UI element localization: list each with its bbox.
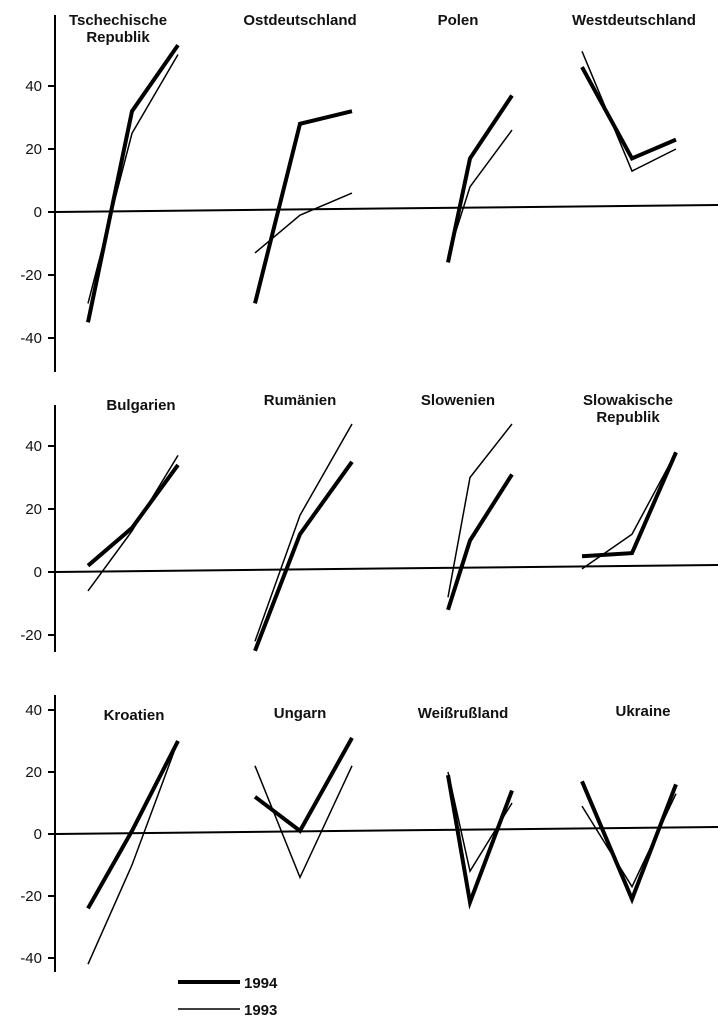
- panel-3-1: Kroatien: [86, 707, 180, 965]
- zero-line: [54, 204, 718, 213]
- series-line-1993: [447, 771, 513, 874]
- series-line-1993: [447, 423, 513, 598]
- panel-title: Kroatien: [104, 707, 165, 724]
- series-line-1993: [87, 54, 179, 304]
- panel-title: Slowakische: [583, 392, 673, 409]
- panel-1-4: Westdeutschland: [572, 12, 696, 173]
- chart-row-2: -20 0 20 40 Bulgarien Rumänien Slowenien Slowak…: [20, 392, 718, 652]
- panel-title: Ostdeutschland: [243, 12, 356, 29]
- panel-1-2: Ostdeutschland: [243, 12, 357, 304]
- series-line-1993: [254, 423, 353, 642]
- y-tick-label: 20: [25, 501, 42, 518]
- series-line-1993: [254, 192, 353, 254]
- panel-3-3: Weißrußland: [418, 705, 514, 910]
- y-tick-label: 40: [25, 78, 42, 95]
- panel-title: Polen: [438, 12, 479, 29]
- legend: 1994 1993: [178, 975, 278, 1018]
- legend-label-1994: 1994: [244, 975, 278, 992]
- series-line-1994: [580, 780, 678, 905]
- series-line-1993: [254, 765, 353, 880]
- y-tick-label: 0: [34, 204, 42, 221]
- panel-title: Bulgarien: [106, 397, 175, 414]
- y-tick-label: -40: [20, 950, 42, 967]
- series-line-1993: [87, 455, 179, 592]
- series-line-1993: [581, 793, 677, 889]
- series-line-1994: [580, 66, 677, 161]
- y-tick-label: 0: [34, 826, 42, 843]
- panel-title: Tschechische: [69, 12, 167, 29]
- panel-title: Ukraine: [615, 703, 670, 720]
- zero-line: [54, 826, 718, 835]
- series-line-1993: [581, 51, 677, 173]
- series-line-1994: [581, 451, 678, 559]
- series-line-1994: [253, 109, 353, 304]
- y-tick-label: 40: [25, 702, 42, 719]
- series-line-1993: [447, 129, 513, 257]
- panel-title: Republik: [596, 409, 660, 426]
- y-tick-label: 20: [25, 764, 42, 781]
- series-line-1994: [253, 736, 354, 834]
- panel-1-3: Polen: [438, 12, 514, 263]
- series-line-1993: [87, 740, 179, 965]
- panel-2-1: Bulgarien: [86, 397, 180, 592]
- panel-3-2: Ungarn: [253, 705, 354, 880]
- panel-2-2: Rumänien: [253, 392, 354, 652]
- panel-2-3: Slowenien: [421, 392, 514, 611]
- panel-title: Weißrußland: [418, 705, 509, 722]
- series-line-1994: [253, 460, 354, 652]
- series-line-1994: [446, 473, 514, 611]
- series-line-1993: [581, 451, 677, 570]
- legend-label-1993: 1993: [244, 1002, 277, 1018]
- panel-title: Republik: [86, 29, 150, 46]
- panel-3-4: Ukraine: [580, 703, 678, 905]
- panel-title: Slowenien: [421, 392, 495, 409]
- y-tick-label: 20: [25, 141, 42, 158]
- series-line-1994: [446, 94, 514, 263]
- series-line-1994: [86, 740, 180, 910]
- zero-line: [54, 564, 718, 573]
- y-tick-label: -20: [20, 627, 42, 644]
- panel-title: Westdeutschland: [572, 12, 696, 29]
- y-tick-label: -20: [20, 888, 42, 905]
- series-line-1994: [86, 463, 180, 568]
- y-tick-label: -20: [20, 267, 42, 284]
- y-tick-label: 0: [34, 564, 42, 581]
- series-line-1994: [86, 43, 180, 323]
- y-tick-label: -40: [20, 330, 42, 347]
- panel-title: Rumänien: [264, 392, 337, 409]
- series-line-1994: [446, 774, 514, 910]
- panel-title: Ungarn: [274, 705, 327, 722]
- y-tick-label: 40: [25, 438, 42, 455]
- chart-row-3: -40 -20 0 20 40 Kroatien Ungarn Weißrußland Ukra…: [20, 695, 718, 972]
